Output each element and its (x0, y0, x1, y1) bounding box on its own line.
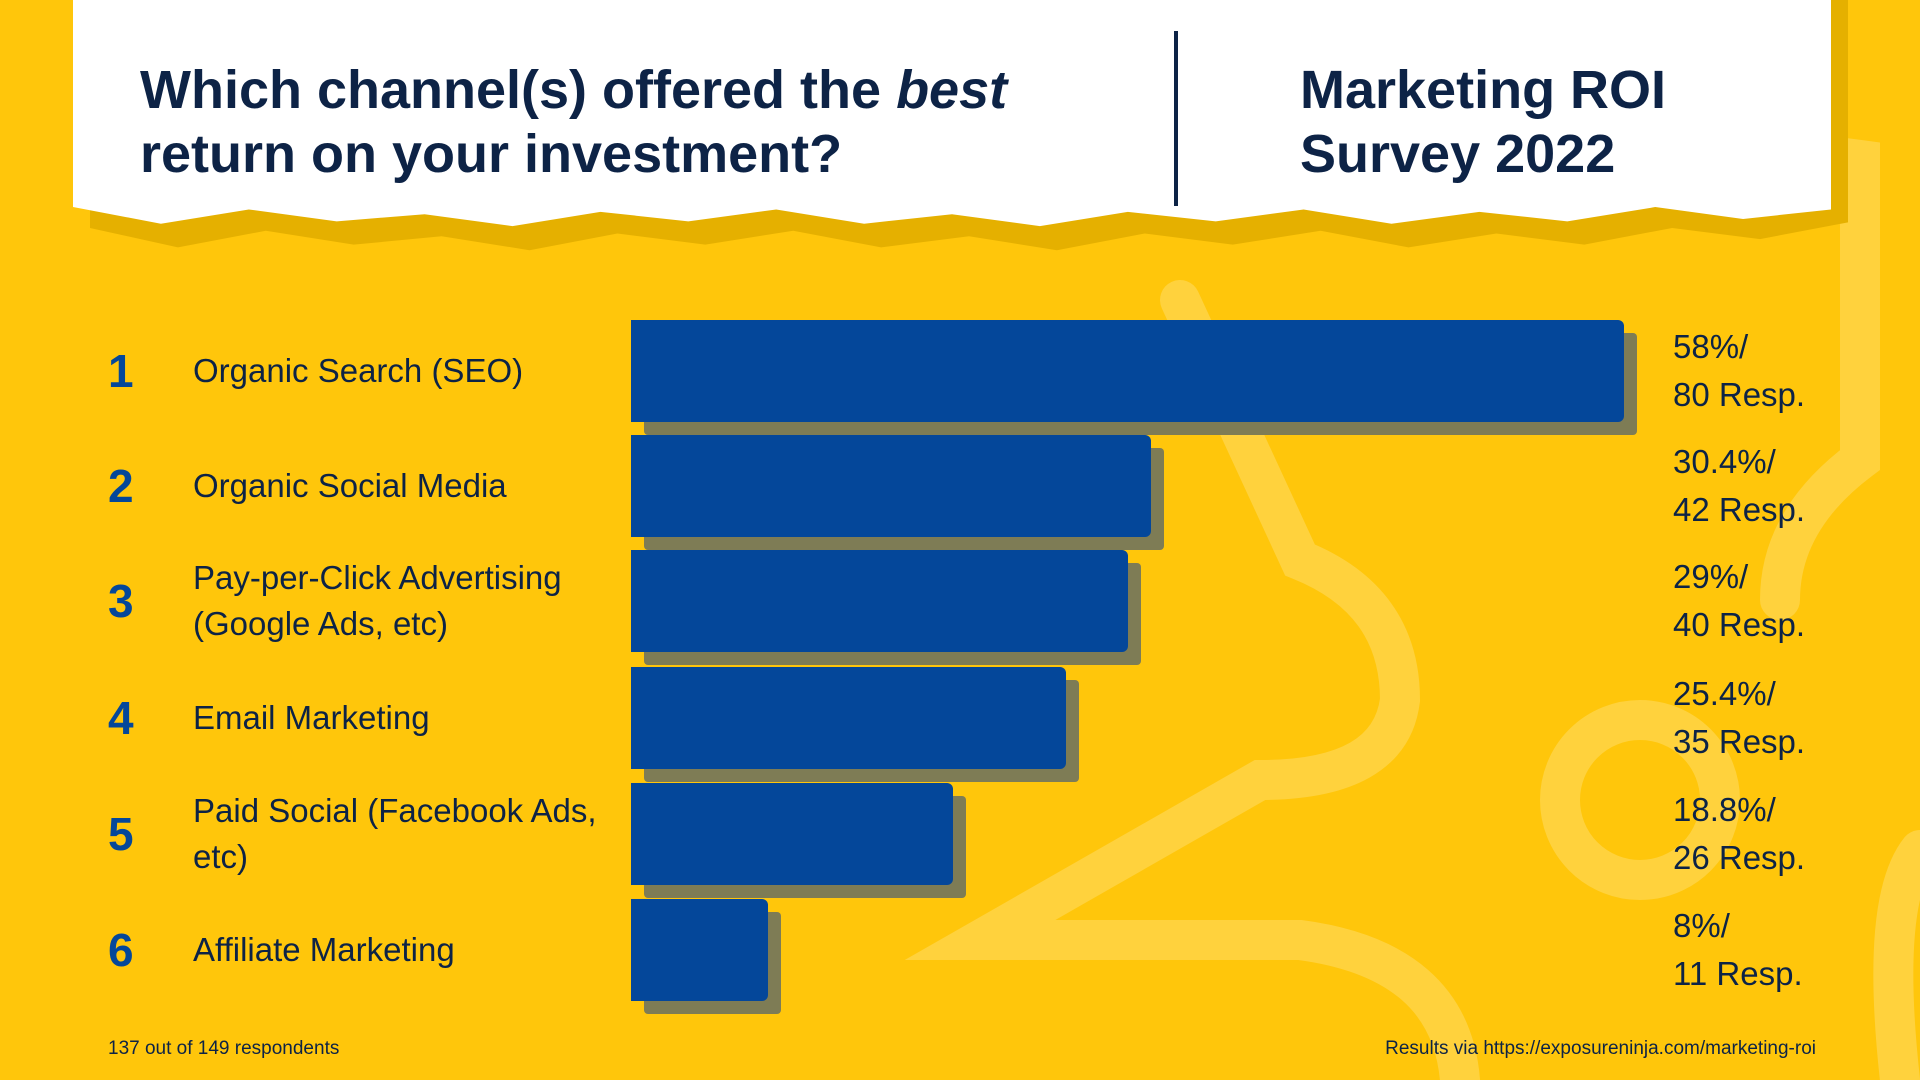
chart-row: 6 Affiliate Marketing 8%/11 Resp. (0, 899, 1920, 1014)
respondents-note: 137 out of 149 respondents (108, 1038, 340, 1059)
category-label: Pay-per-Click Advertising (Google Ads, e… (193, 559, 562, 642)
chart-row: 5 Paid Social (Facebook Ads, etc) 18.8%/… (0, 783, 1920, 898)
rank-label: 6 (108, 924, 134, 976)
bar (631, 783, 953, 885)
bar (631, 435, 1152, 537)
chart-row: 2 Organic Social Media 30.4%/42 Resp. (0, 435, 1920, 550)
value-label: 8%/11 Resp. (1673, 907, 1803, 992)
value-label: 25.4%/35 Resp. (1673, 675, 1806, 760)
bar (631, 899, 768, 1001)
chart-row: 4 Email Marketing 25.4%/35 Resp. (0, 667, 1920, 782)
category-label: Organic Social Media (193, 467, 507, 504)
bar (631, 667, 1066, 769)
bar (631, 320, 1624, 422)
header-divider (1174, 31, 1178, 206)
value-label: 58%/80 Resp. (1673, 328, 1806, 413)
category-label: Organic Search (SEO) (193, 352, 524, 389)
chart-row: 3 Pay-per-Click Advertising (Google Ads,… (0, 550, 1920, 665)
rank-label: 1 (108, 345, 134, 397)
bar (631, 550, 1128, 652)
source-note: Results via https://exposureninja.com/ma… (1385, 1038, 1816, 1059)
header-panel (73, 0, 1831, 227)
rank-label: 3 (108, 575, 134, 627)
survey-title: Marketing ROI Survey 2022 (1300, 60, 1667, 184)
chart-row: 1 Organic Search (SEO) 58%/80 Resp. (0, 320, 1920, 435)
rank-label: 4 (108, 692, 134, 744)
category-label: Paid Social (Facebook Ads, etc) (193, 792, 597, 875)
rank-label: 2 (108, 460, 134, 512)
value-label: 30.4%/42 Resp. (1673, 443, 1806, 528)
rank-label: 5 (108, 808, 134, 860)
category-label: Affiliate Marketing (193, 931, 455, 968)
question-title: Which channel(s) offered the best return… (140, 60, 1008, 184)
value-label: 29%/40 Resp. (1673, 558, 1806, 643)
value-label: 18.8%/26 Resp. (1673, 791, 1806, 876)
category-label: Email Marketing (193, 699, 430, 736)
